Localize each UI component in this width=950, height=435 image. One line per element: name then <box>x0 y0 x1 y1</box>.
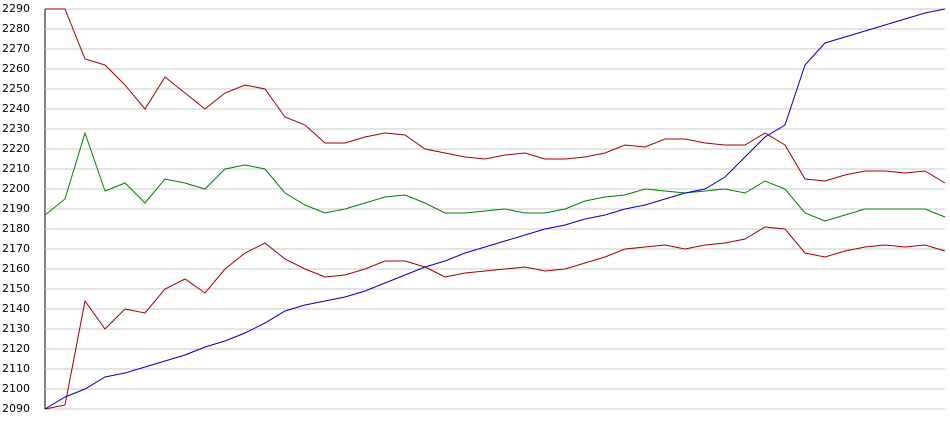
y-tick-label: 2230 <box>2 122 30 135</box>
y-tick-label: 2140 <box>2 302 30 315</box>
y-tick-label: 2280 <box>2 22 30 35</box>
y-tick-label: 2100 <box>2 382 30 395</box>
y-tick-label: 2160 <box>2 262 30 275</box>
y-tick-label: 2170 <box>2 242 30 255</box>
series-line <box>44 226 946 410</box>
y-tick-label: 2090 <box>2 402 30 415</box>
y-tick-label: 2150 <box>2 282 30 295</box>
series-line <box>44 131 946 222</box>
y-tick-label: 2200 <box>2 182 30 195</box>
series-line <box>44 8 946 410</box>
y-tick-label: 2130 <box>2 322 30 335</box>
y-tick-label: 2270 <box>2 42 30 55</box>
y-tick-label: 2120 <box>2 342 30 355</box>
y-tick-label: 2260 <box>2 62 30 75</box>
y-tick-label: 2220 <box>2 142 30 155</box>
y-tick-label: 2190 <box>2 202 30 215</box>
series-line <box>45 8 946 184</box>
y-tick-label: 2110 <box>2 362 30 375</box>
y-tick-label: 2250 <box>2 82 30 95</box>
y-tick-label: 2290 <box>2 2 30 15</box>
y-tick-label: 2240 <box>2 102 30 115</box>
y-tick-label: 2180 <box>2 222 30 235</box>
y-tick-label: 2210 <box>2 162 30 175</box>
